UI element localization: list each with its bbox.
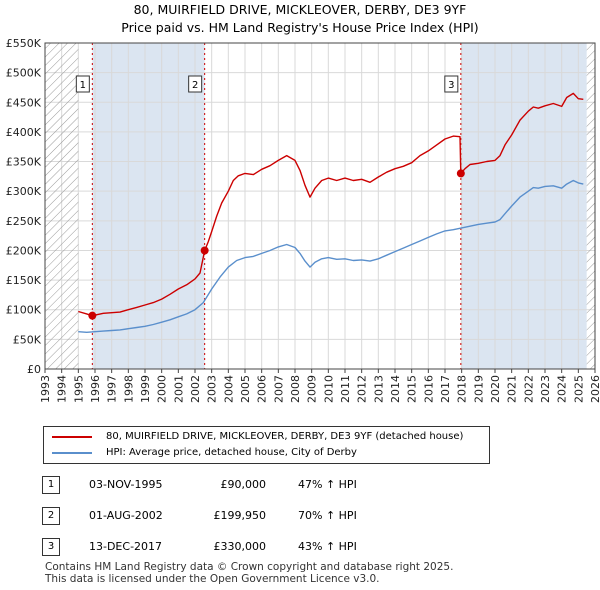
x-tick-label: 2000 [156,375,169,403]
x-tick-label: 2002 [189,375,202,403]
x-tick-label: 2015 [406,375,419,403]
sale-label-text-1: 1 [80,80,86,91]
x-tick-label: 1994 [56,375,69,403]
transaction-row: 1 03-NOV-1995 £90,000 47% ↑ HPI [0,476,600,496]
y-tick-label: £400K [6,126,42,139]
y-tick-label: £150K [6,274,42,287]
transaction-date: 13-DEC-2017 [89,540,163,553]
y-tick-label: £50K [13,333,42,346]
price-chart: 1 2 3 £0 £50K £100K £150K £200K £250K £300K £350K… [6,37,600,403]
x-tick-label: 2021 [506,375,519,403]
x-tick-label: 1995 [72,375,85,403]
transaction-number: 1 [42,476,60,494]
x-tick-label: 2003 [206,375,219,403]
x-tick-label: 2010 [322,375,335,403]
y-tick-label: £500K [6,67,42,80]
sale-label-box-2 [188,75,203,93]
transaction-hpi-change: 47% ↑ HPI [298,478,357,491]
legend-label-price: 80, MUIRFIELD DRIVE, MICKLEOVER, DERBY, … [106,431,464,442]
y-tick-label: £0 [27,363,41,376]
sale-label-box-3 [444,75,459,93]
transaction-price: £330,000 [213,540,267,553]
transaction-date: 01-AUG-2002 [89,509,163,522]
x-tick-label: 2017 [439,375,452,403]
transaction-number: 2 [42,507,60,525]
legend-swatch-hpi [52,452,92,454]
sale-label-text-2: 2 [192,80,198,91]
transaction-hpi-change: 70% ↑ HPI [298,509,357,522]
y-tick-label: £300K [6,185,42,198]
x-tick-label: 1993 [39,375,52,403]
x-tick-label: 2013 [372,375,385,403]
transaction-price: £90,000 [220,478,267,491]
hpi-line [78,179,584,333]
x-tick-label: 2006 [256,375,269,403]
x-tick-label: 2019 [472,375,485,403]
transaction-hpi-change: 43% ↑ HPI [298,540,357,553]
x-tick-label: 2007 [272,375,285,403]
y-tick-label: £350K [6,156,42,169]
x-tick-label: 2014 [389,375,402,403]
legend-swatch-price [52,436,92,438]
y-tick-label: £550K [6,37,42,50]
no-data-region-end [586,43,595,369]
x-tick-label: 2008 [289,375,302,403]
y-tick-label: £100K [6,304,42,317]
footer-licence: This data is licensed under the Open Gov… [45,573,380,585]
x-tick-label: 1996 [89,375,102,403]
sale-point-1 [88,311,97,320]
transaction-row: 3 13-DEC-2017 £330,000 43% ↑ HPI [0,538,600,558]
sale-point-2 [200,246,209,255]
sale-point-3 [456,169,465,178]
footer-copyright: Contains HM Land Registry data © Crown c… [45,561,454,573]
x-tick-label: 1998 [122,375,135,403]
x-tick-label: 2011 [339,375,352,403]
y-tick-label: £250K [6,215,42,228]
transaction-row: 2 01-AUG-2002 £199,950 70% ↑ HPI [0,507,600,527]
transaction-date: 03-NOV-1995 [89,478,163,491]
shaded-period-1 [92,43,205,369]
transaction-number: 3 [42,538,60,556]
x-tick-label: 2012 [356,375,369,403]
x-tick-label: 2018 [456,375,469,403]
sale-label-box-1 [75,75,90,93]
shaded-period-2 [460,43,587,369]
transaction-price: £199,950 [213,509,267,522]
x-tick-label: 2004 [222,375,235,403]
x-tick-label: 2022 [522,375,535,403]
plot-frame [44,42,596,370]
price-paid-line [78,92,584,317]
x-tick-label: 2020 [489,375,502,403]
legend-label-hpi: HPI: Average price, detached house, City… [106,447,357,458]
x-tick-label: 2016 [422,375,435,403]
x-tick-label: 1999 [139,375,152,403]
x-tick-label: 2001 [172,375,185,403]
x-tick-label: 2024 [556,375,569,403]
x-tick-label: 2005 [239,375,252,403]
x-tick-label: 2023 [539,375,552,403]
x-tick-label: 1997 [106,375,119,403]
x-tick-label: 2025 [572,375,585,403]
y-tick-label: £200K [6,244,42,257]
sale-label-text-3: 3 [448,80,454,91]
x-tick-label: 2009 [306,375,319,403]
chart-subtitle: Price paid vs. HM Land Registry's House … [121,20,479,35]
x-tick-label: 2026 [589,375,600,403]
no-data-region-start [45,43,79,369]
y-tick-label: £450K [6,96,42,109]
legend: 80, MUIRFIELD DRIVE, MICKLEOVER, DERBY, … [43,426,490,464]
chart-title: 80, MUIRFIELD DRIVE, MICKLEOVER, DERBY, … [133,2,467,17]
